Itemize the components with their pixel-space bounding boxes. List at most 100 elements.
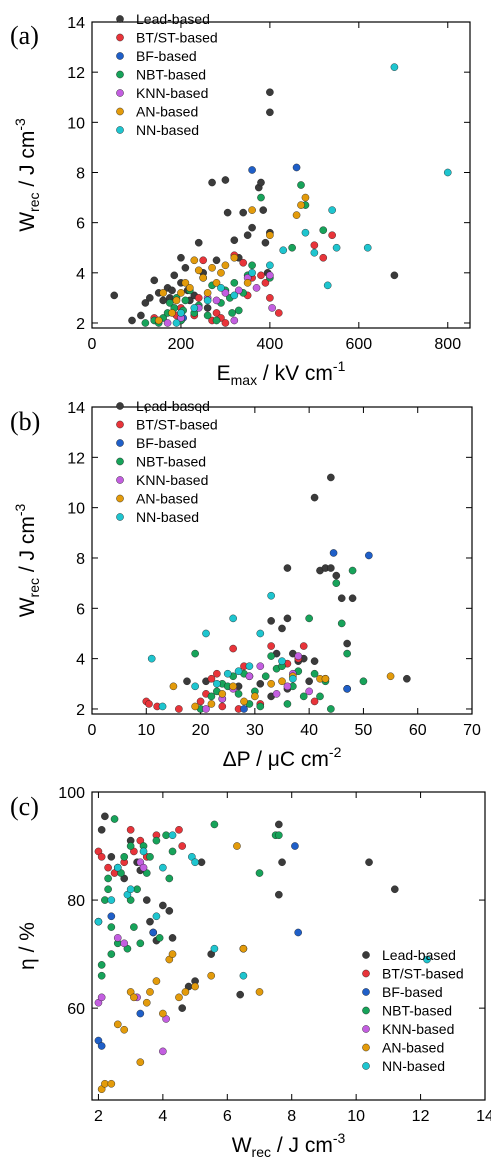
x-tick-label: 2 [94, 1108, 103, 1125]
data-point-nbt-based [104, 874, 112, 883]
data-point-bt-st-based [194, 294, 203, 302]
legend-label: AN-based [136, 104, 198, 120]
data-point-lead-based [248, 223, 256, 232]
y-axis-title-sup: -3 [12, 504, 28, 517]
y-axis-title-base: η / % [16, 922, 39, 970]
data-point-an-based [255, 988, 264, 996]
data-point-nn-based [126, 885, 135, 894]
x-tick-label: 6 [223, 1108, 232, 1125]
data-point-lead-based [208, 178, 216, 187]
data-point-an-based [207, 700, 216, 708]
data-point-bt-st-based [175, 705, 183, 713]
legend-marker [116, 476, 124, 484]
data-point-bt-st-based [104, 863, 112, 872]
data-point-lead-based [278, 624, 286, 633]
data-point-bt-st-based [257, 271, 265, 280]
data-point-bt-st-based [97, 853, 106, 861]
data-point-an-based [251, 692, 259, 701]
legend-marker [116, 439, 124, 447]
data-point-lead-based [223, 208, 232, 217]
legend-label: KNN-based [136, 85, 208, 101]
legend-marker [362, 988, 370, 996]
x-tick-label: 40 [300, 722, 318, 739]
data-point-knn-based [139, 863, 148, 872]
data-point-nn-based [266, 261, 274, 270]
y-tick-label: 2 [76, 702, 85, 719]
legend-label: BF-based [382, 984, 443, 1000]
y-axis-title-sub: rec [26, 578, 42, 597]
data-point-bt-st-based [229, 644, 237, 653]
data-point-lead-based [177, 253, 185, 262]
data-point-an-based [152, 977, 161, 985]
data-point-an-based [230, 253, 239, 262]
data-point-an-based [168, 309, 176, 317]
data-point-nbt-based [228, 309, 236, 317]
x-tick-label: 12 [412, 1108, 430, 1125]
data-point-nn-based [159, 863, 167, 872]
data-point-knn-based [230, 316, 239, 325]
data-point-bf-based [343, 685, 351, 693]
data-point-nn-based [239, 971, 248, 980]
plot-frame [91, 791, 486, 1101]
data-point-nbt-based [316, 692, 324, 701]
data-point-lead-based [168, 934, 177, 942]
data-point-nbt-based [212, 316, 221, 325]
y-axis-title-base: W [16, 597, 39, 617]
data-point-nbt-based [256, 702, 265, 711]
data-point-lead-based [168, 286, 176, 295]
data-point-nbt-based [168, 847, 177, 856]
y-axis-title: η / % [16, 922, 39, 970]
y-axis-title: Wrec / J cm-3 [12, 504, 42, 618]
data-point-lead-based [110, 291, 119, 300]
legend-label: BF-based [136, 435, 197, 451]
data-point-nn-based [323, 281, 332, 290]
data-point-nbt-based [107, 923, 116, 931]
data-point-lead-based [212, 256, 221, 265]
data-point-bt-st-based [267, 642, 275, 650]
x-tick-label: 600 [345, 336, 372, 353]
data-point-nbt-based [359, 677, 368, 686]
data-point-bt-st-based [274, 309, 283, 317]
y-tick-label: 60 [67, 1001, 85, 1018]
legend-marker [116, 494, 124, 503]
data-point-nn-based [191, 858, 199, 867]
data-point-nbt-based [337, 619, 346, 628]
data-point-bt-st-based [239, 258, 247, 267]
data-point-bf-based [329, 549, 338, 557]
data-point-lead-based [230, 236, 239, 245]
data-point-nn-based [168, 831, 177, 840]
data-point-lead-based [159, 296, 167, 305]
data-point-knn-based [97, 993, 106, 1002]
data-point-an-based [168, 950, 177, 958]
y-tick-label: 4 [76, 652, 85, 669]
data-point-bf-based [107, 912, 116, 921]
data-point-an-based [190, 256, 199, 265]
x-axis-title-sup: -2 [329, 744, 342, 760]
data-point-bf-based [149, 928, 158, 937]
data-point-nbt-based [110, 815, 119, 823]
data-point-lead-based [365, 858, 373, 867]
data-point-nbt-based [126, 842, 135, 850]
data-point-lead-based [275, 890, 283, 899]
data-point-bt-st-based [310, 241, 319, 250]
data-point-an-based [177, 289, 185, 297]
data-point-nn-based [278, 657, 286, 665]
legend-label: KNN-based [136, 472, 208, 488]
data-point-knn-based [245, 672, 254, 681]
data-point-nbt-based [257, 193, 265, 202]
data-point-an-based [292, 211, 301, 219]
data-point-nn-based [310, 248, 319, 257]
data-point-an-based [266, 231, 274, 239]
data-point-bf-based [240, 705, 248, 713]
data-point-an-based [169, 682, 178, 691]
legend-marker [116, 126, 124, 134]
x-axis-title: ΔP / μC cm-2 [223, 744, 342, 771]
legend-marker [362, 1062, 370, 1070]
data-point-knn-based [305, 687, 313, 696]
data-point-an-based [386, 672, 395, 681]
data-point-lead-based [343, 639, 351, 648]
data-point-nn-based [107, 896, 116, 904]
x-tick-label: 8 [287, 1108, 296, 1125]
data-point-nbt-based [267, 652, 275, 660]
data-point-nbt-based [210, 820, 219, 829]
